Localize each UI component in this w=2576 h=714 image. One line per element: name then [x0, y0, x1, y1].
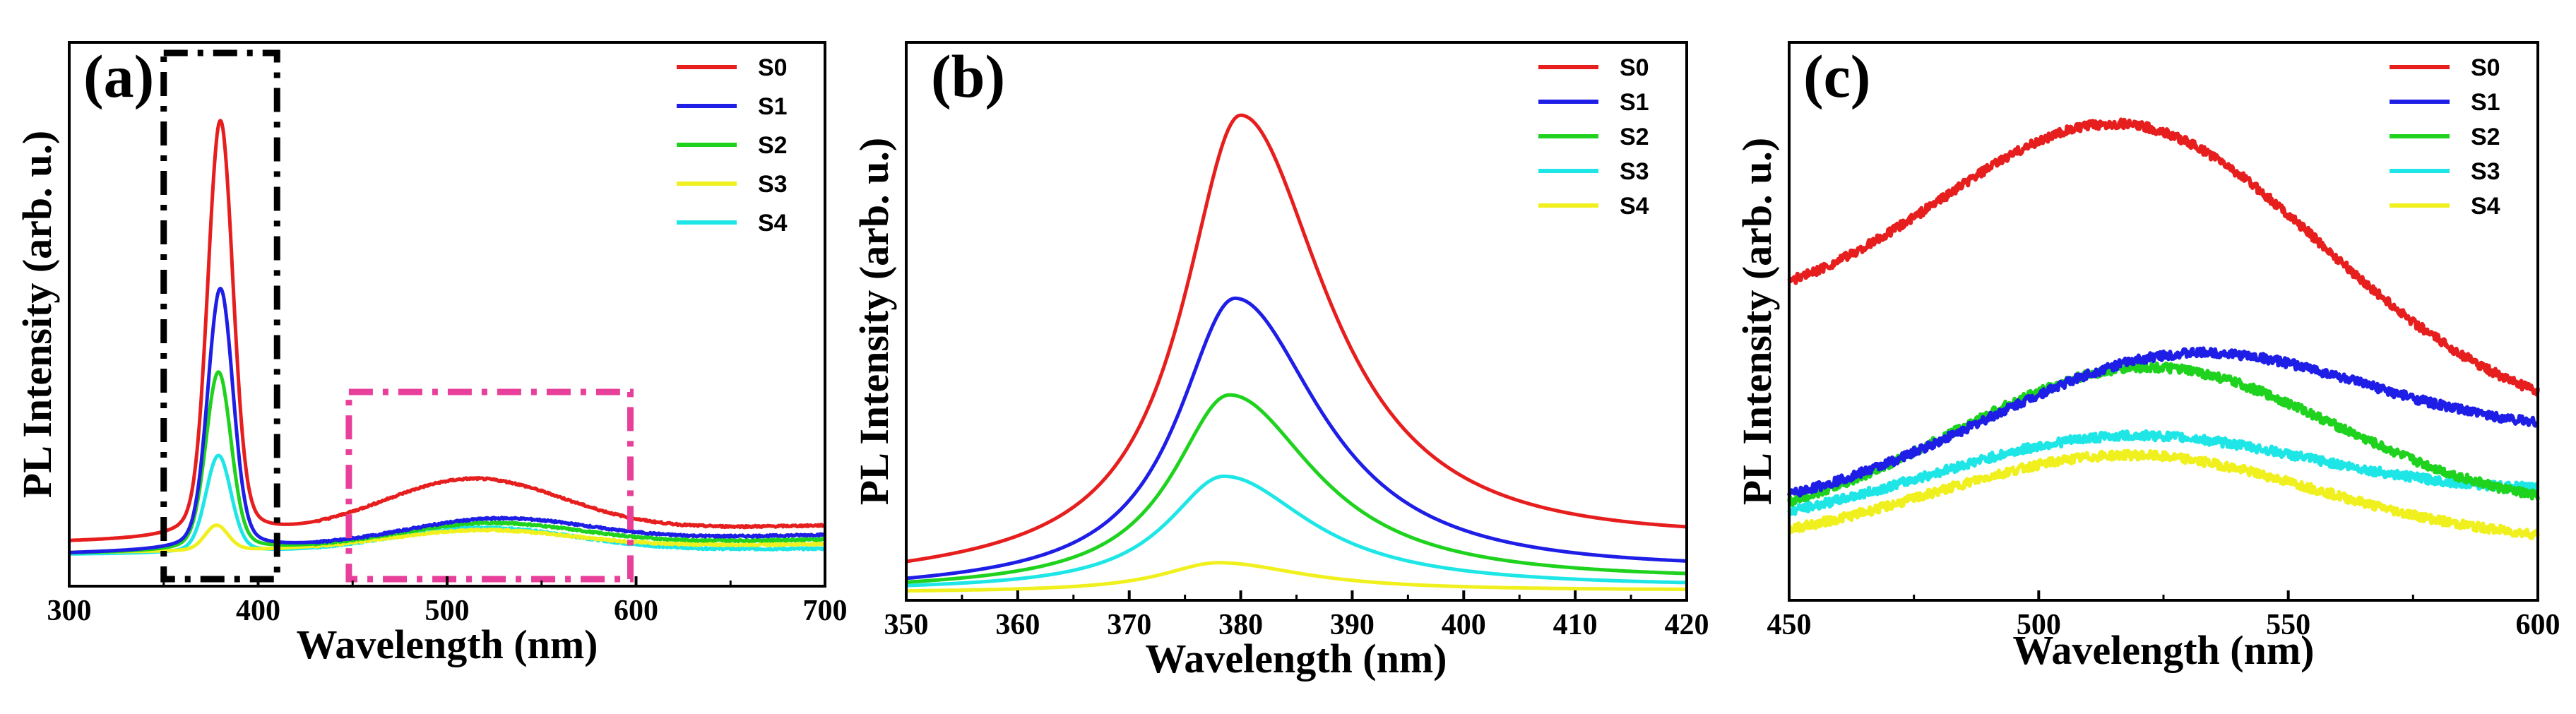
panel-b-legend-label-s4: S4 [1620, 193, 1649, 220]
panel-c-series-s4 [1788, 448, 2540, 540]
panel-a-series-s4 [68, 453, 827, 556]
panel-b-x-axis-label: Wavelength (nm) [1146, 636, 1447, 682]
panel-c-legend: S0 S1 S2 S3 S4 [2390, 54, 2500, 220]
panel-b-xtick-label: 360 [995, 609, 1040, 641]
panel-b-legend-label-s1: S1 [1620, 89, 1649, 116]
panel-c-legend-label-s0: S0 [2471, 54, 2500, 81]
panel-b-series-s1 [905, 296, 1688, 581]
panel-c-xtick-label: 450 [1767, 609, 1812, 641]
panel-a-title: (a) [83, 42, 154, 110]
panel-a-legend-label-s3: S3 [758, 171, 788, 198]
panel-c-legend-label-s2: S2 [2471, 124, 2500, 150]
panel-c: 450 500 550 600 (c) S0 S1 S2 S3 S4 Wavelength (… [1734, 41, 2560, 673]
panel-c-legend-label-s1: S1 [2471, 89, 2500, 116]
panel-b-xtick-label: 350 [884, 609, 929, 641]
panel-a-annotation-boxes [160, 49, 634, 583]
panel-b-series-s2 [905, 393, 1688, 584]
panel-a-xtick-label: 400 [236, 595, 280, 627]
panel-b-y-axis-label: PL Intensity (arb. u.) [851, 138, 897, 505]
panel-b-series-s0 [905, 113, 1688, 564]
panel-c-xtick-label: 600 [2516, 609, 2560, 641]
panel-a-legend-label-s2: S2 [758, 132, 788, 159]
panel-b-x-ticks: 350 360 370 380 390 400 410 420 [884, 590, 1709, 641]
panel-c-legend-label-s4: S4 [2471, 193, 2500, 220]
panel-c-series-s1 [1787, 346, 2540, 498]
panel-a-x-axis-label: Wavelength (nm) [297, 621, 598, 667]
panel-b-xtick-label: 390 [1330, 609, 1375, 641]
panel-c-xtick-label: 550 [2266, 609, 2310, 641]
panel-c-x-ticks: 450 500 550 600 [1767, 590, 2560, 641]
panel-b-xtick-label: 410 [1553, 609, 1598, 641]
panel-c-xtick-label: 500 [2017, 609, 2061, 641]
panel-b-xtick-label: 380 [1218, 609, 1263, 641]
panel-b-legend-label-s0: S0 [1620, 54, 1649, 81]
panel-b-series-s4 [905, 561, 1688, 593]
panel-a-legend: S0 S1 S2 S3 S4 [677, 54, 788, 237]
panel-b-title: (b) [931, 42, 1005, 110]
panel-a-x-ticks: 300 400 500 600 700 [47, 576, 848, 627]
panel-a-frame [68, 41, 826, 588]
panel-b-frame [905, 41, 1688, 602]
panel-a-curves [68, 119, 827, 556]
panel-a-xtick-label: 600 [614, 595, 658, 627]
panel-c-series-s3 [1787, 429, 2540, 516]
panel-a: 300 400 500 600 700 (a) S0 S1 S2 S3 S4 Wavelengt… [14, 41, 848, 667]
panel-b-curves [905, 113, 1688, 593]
panel-c-series-s0 [1787, 117, 2540, 397]
panel-a-series-s0 [68, 119, 826, 542]
panel-c-legend-label-s3: S3 [2471, 158, 2500, 185]
panel-c-title: (c) [1803, 42, 1870, 110]
panel-b-legend-label-s2: S2 [1620, 124, 1649, 150]
panel-b-series-s3 [905, 474, 1688, 588]
panel-b-xtick-label: 400 [1442, 609, 1486, 641]
panel-a-legend-label-s0: S0 [758, 54, 788, 81]
panel-a-series-s1 [68, 287, 827, 554]
panel-c-x-axis-label: Wavelength (nm) [2013, 627, 2315, 673]
panel-a-legend-label-s1: S1 [758, 93, 788, 120]
panel-a-series-s3 [68, 523, 826, 554]
panel-b-xtick-label: 420 [1665, 609, 1709, 641]
panel-a-xtick-label: 500 [425, 595, 470, 627]
panel-b: 350 360 370 380 390 400 410 420 (b) S0S1S2S3S4 … [851, 41, 1709, 682]
panel-b-legend-label-s3: S3 [1620, 158, 1649, 185]
panel-a-y-axis-label: PL Intensity (arb. u.) [14, 131, 60, 498]
panel-a-xtick-label: 700 [803, 595, 848, 627]
uv-region-box [160, 49, 280, 583]
visible-region-box [345, 388, 634, 583]
panel-c-curves [1787, 117, 2540, 540]
panel-b-xtick-label: 370 [1107, 609, 1151, 641]
panel-b-legend: S0 S1 S2 S3 S4 [1538, 54, 1649, 220]
panel-c-y-axis-label: PL Intensity (arb. u.) [1734, 138, 1780, 505]
panel-a-legend-label-s4: S4 [758, 210, 788, 237]
panel-a-xtick-label: 300 [47, 595, 92, 627]
